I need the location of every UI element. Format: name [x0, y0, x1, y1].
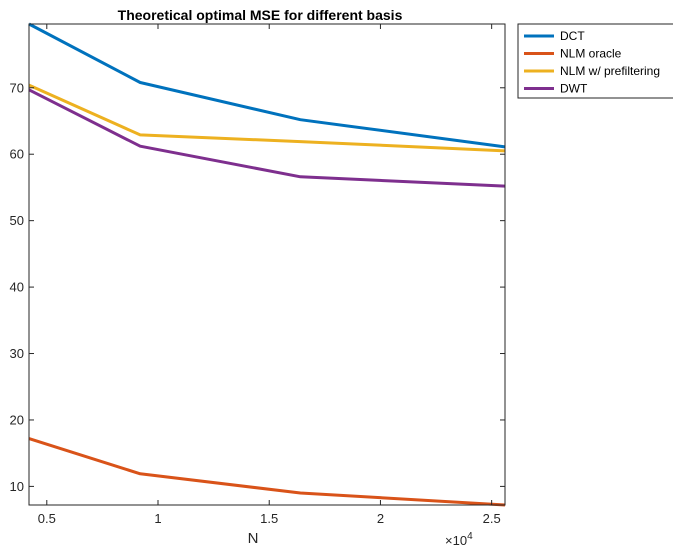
x-axis-exponent: ×104: [445, 531, 473, 548]
legend: DCT NLM oracle NLM w/ prefiltering DWT: [517, 23, 673, 99]
series-line-2: [28, 83, 506, 153]
chart-title: Theoretical optimal MSE for different ba…: [118, 7, 403, 23]
y-tick-label: 50: [10, 213, 24, 228]
series-line-0: [28, 22, 506, 149]
y-tick-label: 70: [10, 80, 24, 95]
x-tick-label: 2.5: [483, 511, 501, 526]
y-tick-label: 20: [10, 412, 24, 427]
x-tick-label: 1: [154, 511, 161, 526]
axes-layer: [28, 23, 506, 506]
legend-label-1: NLM oracle: [560, 47, 622, 61]
series-line-3: [28, 88, 506, 188]
series-line-1: [28, 437, 506, 507]
y-tick-label: 30: [10, 346, 24, 361]
y-tick-label: 40: [10, 280, 24, 295]
y-tick-label: 60: [10, 147, 24, 162]
x-exponent-base: ×10: [445, 533, 467, 548]
x-axis-label: N: [248, 530, 259, 547]
x-tick-label: 1.5: [260, 511, 278, 526]
x-tick-label: 2: [377, 511, 384, 526]
legend-label-0: DCT: [560, 29, 585, 43]
x-exponent-power: 4: [467, 531, 473, 542]
axes-box: [28, 23, 506, 506]
legend-label-2: NLM w/ prefiltering: [560, 64, 660, 78]
x-tick-label: 0.5: [38, 511, 56, 526]
series-layer: [28, 22, 506, 507]
legend-label-3: DWT: [560, 82, 588, 96]
ticks-layer: 0.5 1 1.5 2 2.5 10 20 30 40 50 60 70: [10, 24, 505, 526]
y-tick-label: 10: [10, 479, 24, 494]
plot-area: [29, 24, 505, 505]
